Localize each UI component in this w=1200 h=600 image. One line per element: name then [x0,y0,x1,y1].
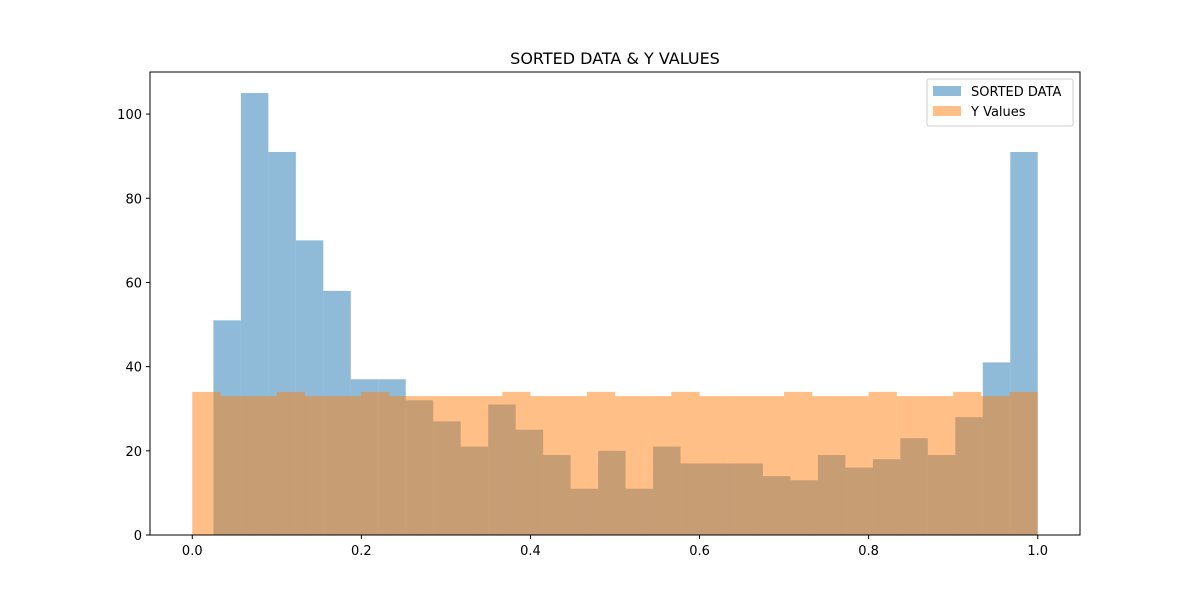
bar-y-values-24 [868,391,897,535]
bar-y-values-16 [643,396,672,535]
bar-y-values-17 [671,391,700,535]
legend-swatch-y-values [933,106,961,116]
bar-y-values-7 [389,396,418,535]
bar-y-values-9 [445,396,475,535]
bar-y-values-12 [530,396,559,535]
bar-y-values-8 [417,396,446,535]
bar-y-values-13 [558,396,587,535]
x-tick-label: 0.8 [858,544,879,559]
legend-label-sorted-data: SORTED DATA [971,85,1061,100]
bar-y-values-0 [192,391,221,535]
x-tick-label: 0.4 [520,544,541,559]
y-tick-label: 0 [134,529,142,544]
y-tick-label: 80 [125,192,142,207]
bar-y-values-3 [276,391,305,535]
bar-y-values-23 [840,396,869,535]
legend-label-y-values: Y Values [970,105,1026,120]
y-axis: 0 20 40 60 80 100 [117,108,150,544]
bar-y-values-27 [953,391,982,535]
bar-y-values-22 [812,396,841,535]
bar-y-values-15 [615,396,644,535]
bar-y-values-19 [727,396,756,535]
bar-y-values-20 [755,396,785,535]
y-tick-label: 60 [125,276,142,291]
bar-y-values-5 [333,396,362,535]
x-tick-label: 0.6 [689,544,710,559]
legend-swatch-sorted-data [933,86,961,96]
bar-y-values-25 [896,396,926,535]
bar-y-values-21 [784,391,813,535]
y-tick-label: 40 [125,361,142,376]
axes-frame [149,71,1081,536]
bar-y-values-26 [925,396,954,535]
bar-y-values-11 [502,391,531,535]
bar-y-values-18 [699,396,728,535]
chart-title: SORTED DATA & Y VALUES [510,49,720,68]
bar-y-values-14 [586,391,615,535]
x-tick-label: 0.0 [182,544,203,559]
bar-y-values-4 [304,396,334,535]
bar-y-values-1 [220,396,249,535]
bar-y-values-29 [1009,391,1038,535]
x-axis: 0.0 0.2 0.4 0.6 0.8 1.0 [182,535,1048,559]
legend: SORTED DATA Y Values [926,78,1074,127]
bar-y-values-28 [981,396,1010,535]
bars-layer [192,93,1038,536]
bar-y-values-2 [248,396,277,535]
bar-y-values-10 [474,396,503,535]
x-tick-label: 0.2 [351,544,372,559]
y-tick-label: 20 [125,445,142,460]
x-tick-label: 1.0 [1027,544,1048,559]
bar-y-values-6 [361,391,390,535]
legend-box [926,78,1074,127]
y-tick-label: 100 [117,108,142,123]
